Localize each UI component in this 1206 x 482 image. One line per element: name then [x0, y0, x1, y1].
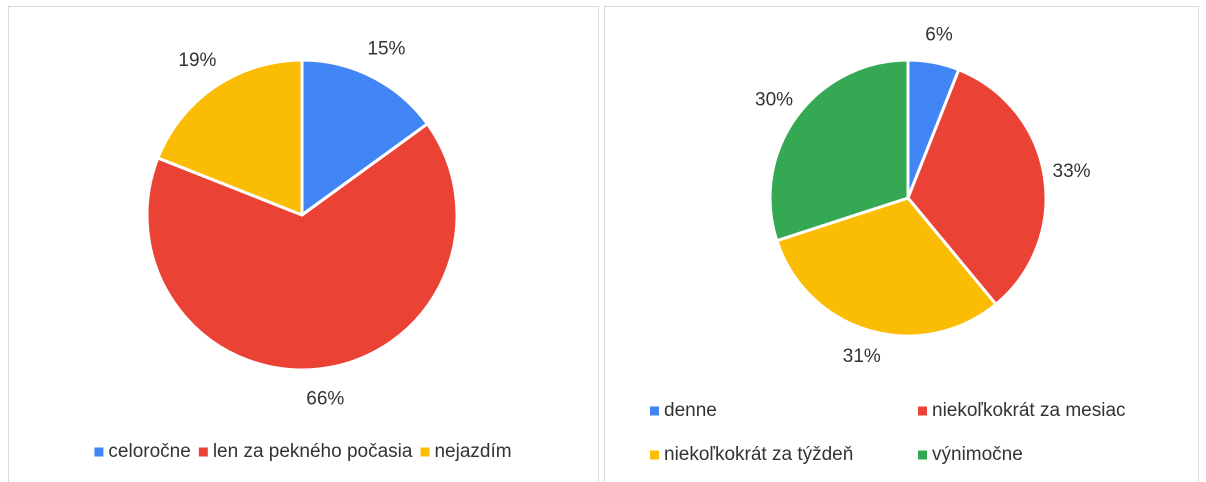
data-label: 31%: [843, 346, 881, 367]
legend-marker: [918, 450, 927, 460]
data-label: 30%: [755, 90, 793, 111]
data-label: 15%: [367, 38, 405, 59]
legend-marker: [918, 406, 927, 416]
legend-label: len za pekného počasia: [213, 441, 413, 462]
legend-label: denne: [664, 400, 717, 421]
data-label: 66%: [306, 389, 344, 410]
legend-marker: [420, 447, 430, 457]
legend-marker: [650, 450, 659, 460]
pie-slice: [775, 196, 998, 338]
data-label: 19%: [178, 50, 216, 71]
legend-marker: [650, 406, 659, 416]
data-label: 6%: [925, 24, 953, 45]
pie-slice: [156, 58, 304, 217]
legend-label: celoročne: [108, 441, 190, 462]
legend-label: nejazdím: [434, 441, 511, 462]
legend-label: výnimočne: [932, 444, 1023, 465]
pie-slice: [906, 68, 1048, 306]
legend-marker: [198, 447, 208, 457]
pie-slice: [768, 58, 910, 243]
data-label: 33%: [1053, 161, 1091, 182]
pie-slice: [300, 58, 429, 217]
legend-label: niekoľkokrát za týždeň: [664, 444, 853, 465]
legend-marker: [94, 447, 104, 457]
legend-label: niekoľkokrát za mesiac: [932, 400, 1126, 421]
